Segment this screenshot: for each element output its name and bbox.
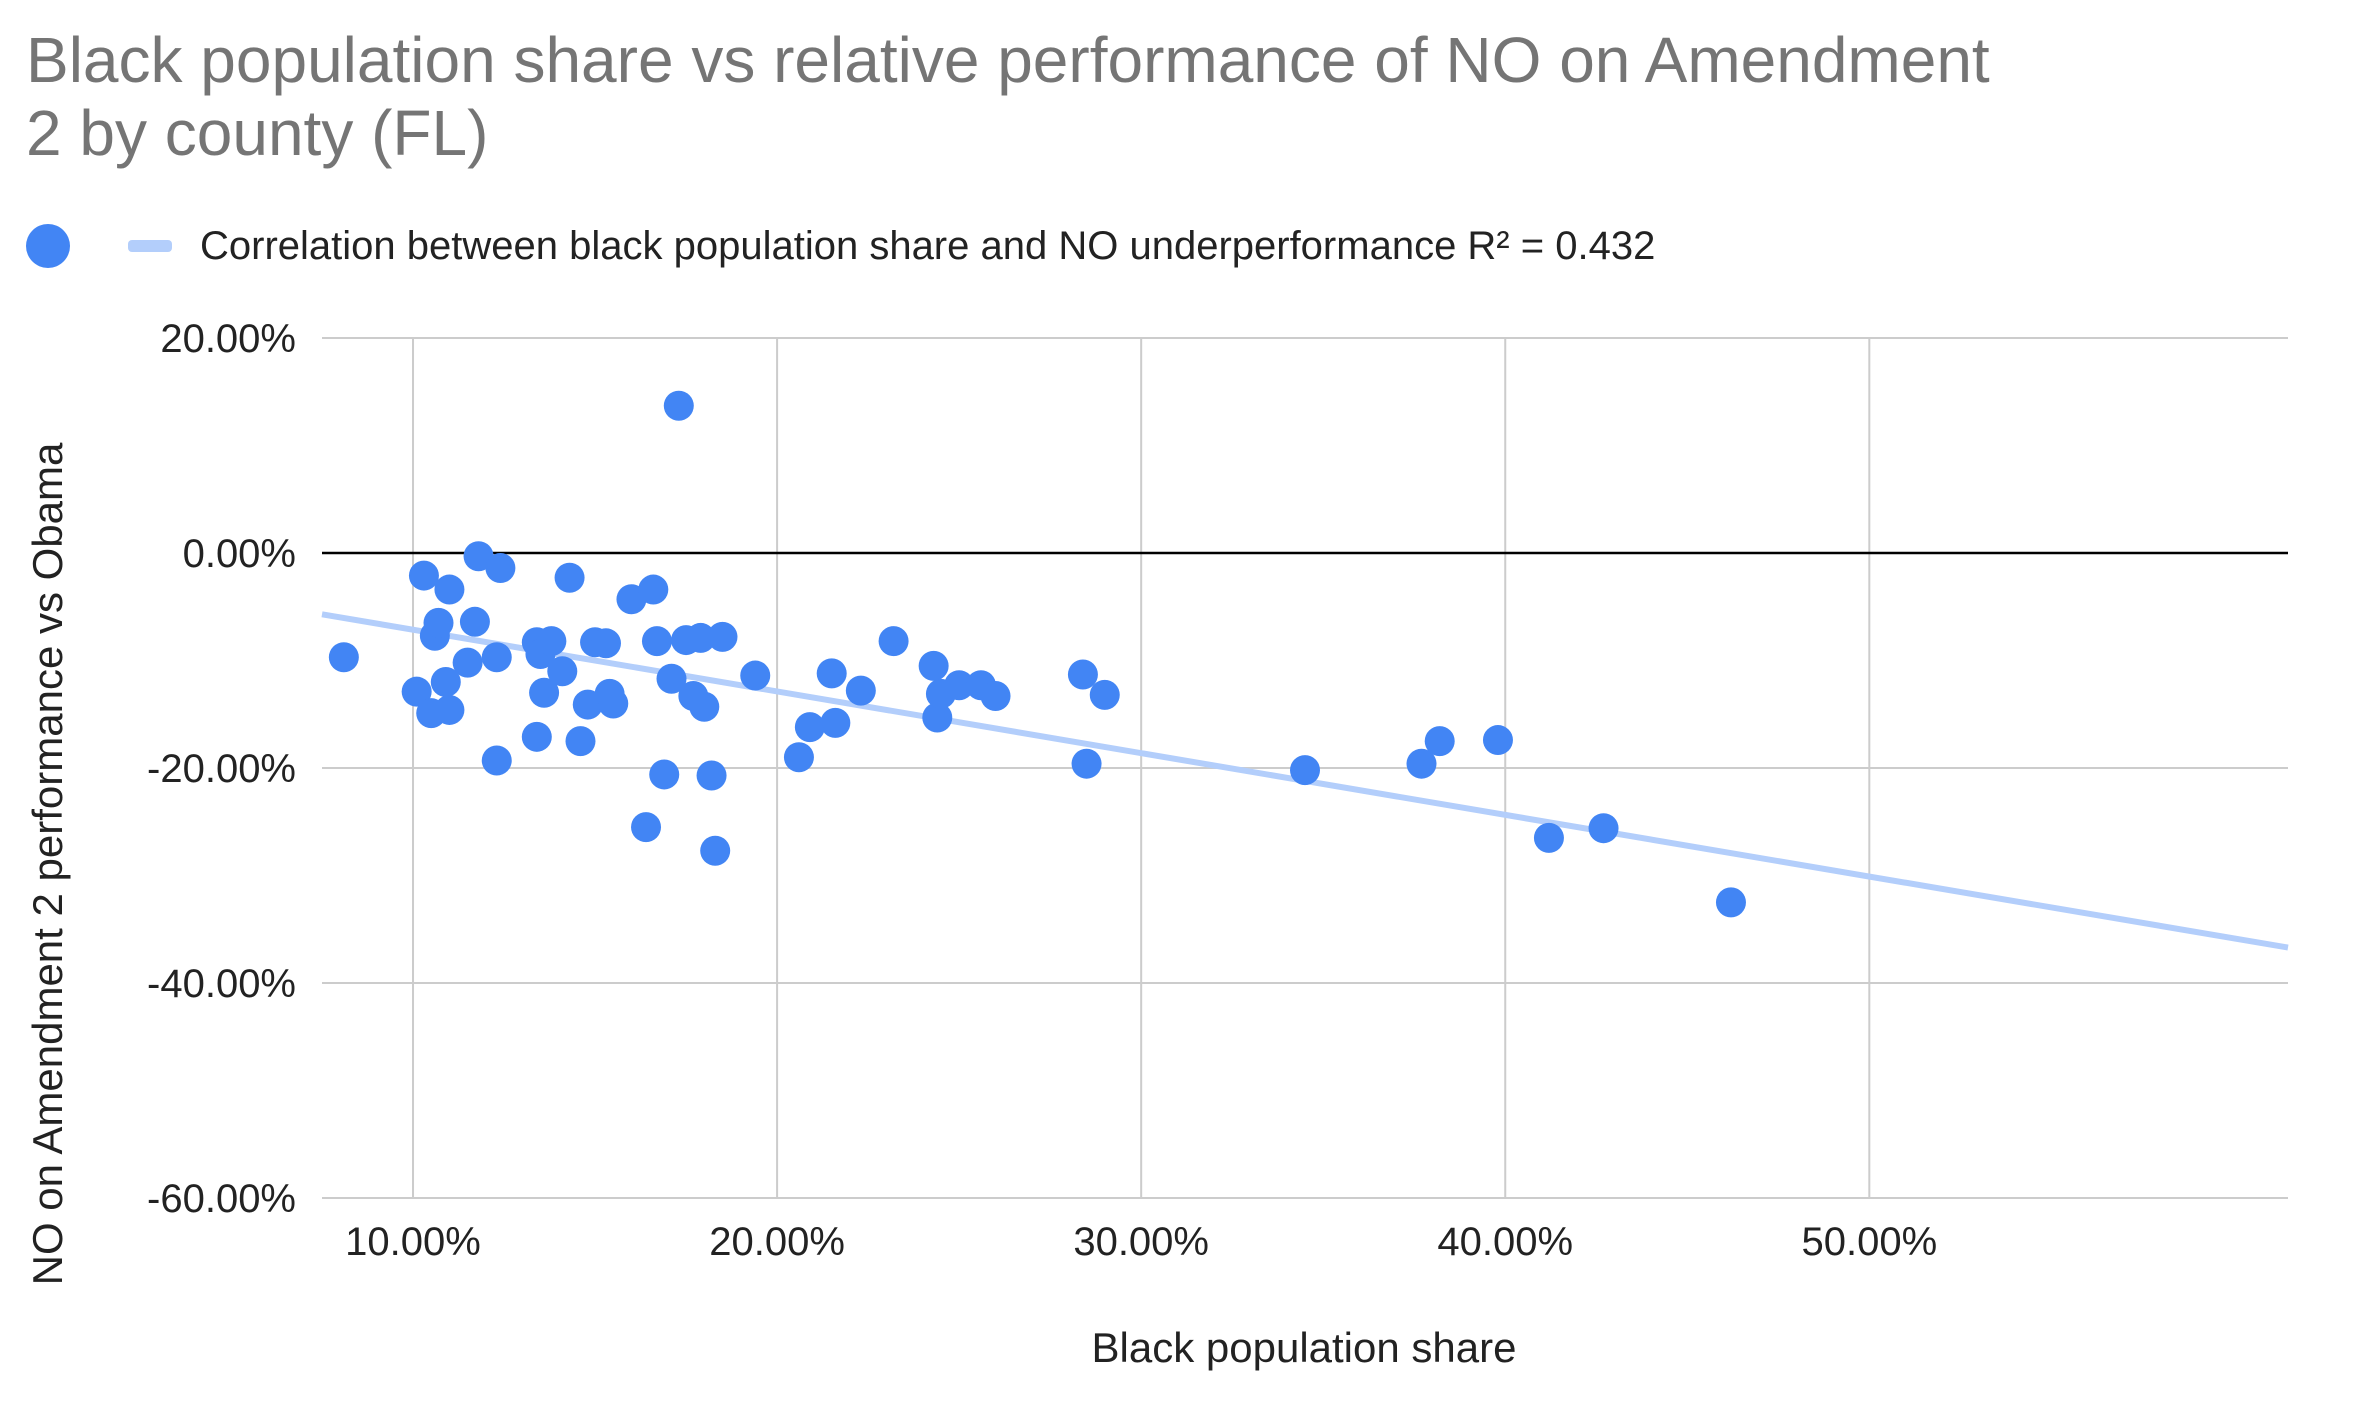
data-point xyxy=(1406,748,1437,779)
data-point xyxy=(689,691,720,722)
data-point xyxy=(1067,659,1098,690)
data-point xyxy=(481,642,512,673)
x-tick-label: 10.00% xyxy=(345,1220,481,1264)
legend: Correlation between black population sha… xyxy=(26,224,1655,268)
data-point xyxy=(641,626,672,657)
y-tick-label: 0.00% xyxy=(183,532,296,576)
y-tick-label: -60.00% xyxy=(147,1177,296,1221)
y-tick-label: -40.00% xyxy=(147,962,296,1006)
data-point xyxy=(1290,755,1320,786)
data-point xyxy=(1715,887,1746,918)
data-point xyxy=(529,677,560,708)
data-point xyxy=(820,707,851,738)
data-point xyxy=(922,702,953,733)
data-point xyxy=(434,694,465,725)
data-point xyxy=(794,712,825,743)
data-point xyxy=(783,742,814,773)
x-tick-label: 20.00% xyxy=(709,1220,845,1264)
chart-title-line-2: 2 by county (FL) xyxy=(26,97,488,169)
data-point xyxy=(878,626,909,657)
y-axis-label: NO on Amendment 2 performance vs Obama xyxy=(24,442,71,1285)
data-point xyxy=(1071,748,1102,779)
data-point xyxy=(707,621,738,652)
gridlines xyxy=(322,337,2288,1199)
data-point xyxy=(696,760,727,791)
data-point xyxy=(944,670,975,701)
data-point xyxy=(816,658,847,689)
data-point xyxy=(481,745,512,776)
data-point xyxy=(663,390,694,421)
data-point xyxy=(565,726,596,757)
data-point xyxy=(1533,822,1564,853)
legend-trendline-label: Correlation between black population sha… xyxy=(200,224,1655,268)
x-axis-tick-labels: 10.00% 20.00% 30.00% 40.00% 50.00% xyxy=(345,1220,1937,1264)
data-point xyxy=(1588,813,1619,844)
data-point xyxy=(485,553,516,584)
chart-title: Black population share vs relative perfo… xyxy=(26,24,1990,169)
x-tick-label: 40.00% xyxy=(1437,1220,1573,1264)
x-axis-label: Black population share xyxy=(1092,1324,1517,1371)
data-point xyxy=(328,642,359,673)
data-point xyxy=(980,680,1011,711)
data-point xyxy=(401,676,432,707)
data-points xyxy=(328,390,1746,918)
data-point xyxy=(434,574,465,605)
legend-trendline-marker xyxy=(128,240,172,252)
data-point xyxy=(649,759,680,790)
data-point xyxy=(918,650,949,681)
data-point xyxy=(423,607,454,638)
data-point xyxy=(554,562,585,593)
data-point xyxy=(590,628,621,659)
data-point xyxy=(1482,725,1513,756)
data-point xyxy=(452,647,483,678)
chart-title-line-1: Black population share vs relative perfo… xyxy=(26,24,1990,96)
data-point xyxy=(685,622,716,653)
data-point xyxy=(521,721,552,752)
data-point xyxy=(408,560,439,591)
data-point xyxy=(536,626,567,657)
data-point xyxy=(740,660,771,691)
data-point xyxy=(656,663,687,694)
data-point xyxy=(547,656,578,687)
data-point xyxy=(638,574,669,605)
data-point xyxy=(459,606,490,637)
y-tick-label: -20.00% xyxy=(147,747,296,791)
y-axis-tick-labels: 20.00% 0.00% -20.00% -40.00% -60.00% xyxy=(147,317,296,1221)
x-tick-label: 50.00% xyxy=(1801,1220,1937,1264)
data-point xyxy=(1424,726,1455,757)
legend-point-marker xyxy=(26,224,70,268)
y-tick-label: 20.00% xyxy=(160,317,296,361)
data-point xyxy=(598,688,629,719)
data-point xyxy=(430,667,461,697)
data-point xyxy=(1089,679,1120,710)
data-point xyxy=(700,835,731,866)
data-point xyxy=(845,675,876,706)
x-tick-label: 30.00% xyxy=(1073,1220,1209,1264)
data-point xyxy=(631,812,662,843)
